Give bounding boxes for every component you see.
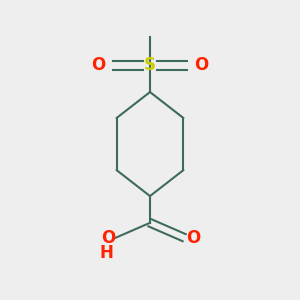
Text: O: O — [194, 56, 208, 74]
Text: O: O — [186, 229, 200, 247]
Text: O: O — [92, 56, 106, 74]
Text: S: S — [144, 56, 156, 74]
Text: O: O — [101, 229, 116, 247]
Text: H: H — [100, 244, 114, 262]
